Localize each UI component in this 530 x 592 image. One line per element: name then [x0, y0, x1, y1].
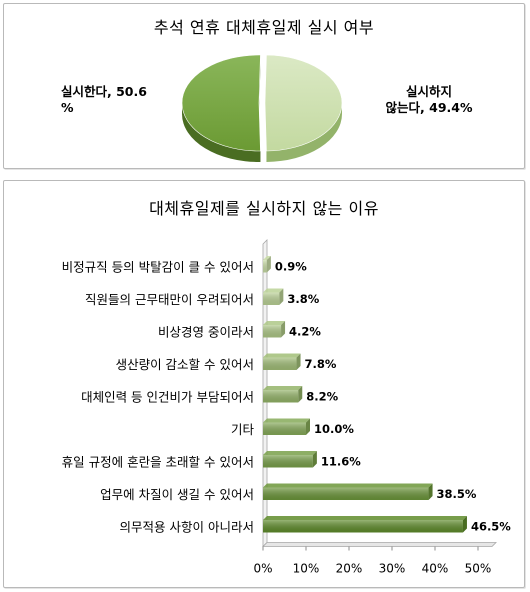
value-label-6: 11.6%	[321, 454, 361, 468]
bar-top-0	[263, 256, 271, 260]
category-label-7: 업무에 차질이 생길 수 있어서	[100, 487, 254, 502]
x-tick-label-2: 20%	[336, 562, 363, 576]
bar-shine-1	[263, 292, 280, 305]
category-label-5: 기타	[231, 422, 255, 437]
chart-floor	[262, 542, 497, 547]
bar-end-8	[462, 516, 467, 533]
pie-label-no-line2: 않는다, 49.4%	[385, 100, 473, 115]
x-tick-label-1: 10%	[293, 562, 320, 576]
bar-shine-5	[263, 422, 306, 435]
pie-label-yes-line1: 실시한다, 50.6	[61, 84, 147, 99]
x-tick-label-5: 50%	[465, 562, 492, 576]
bar-chart-panel: 대체휴일제를 실시하지 않는 이유 0% 10% 20% 30% 40% 50% 비정규직 …	[3, 180, 525, 588]
category-label-1: 직원들의 근무태만이 우려되어서	[85, 292, 254, 307]
pie-label-yes: 실시한다, 50.6 %	[61, 84, 166, 116]
pie-slice-side-1-0	[266, 103, 342, 162]
bar-top-6	[263, 451, 317, 455]
value-label-8: 46.5%	[471, 519, 511, 533]
bar-shine-3	[263, 357, 297, 370]
x-tick-label-4: 40%	[422, 562, 449, 576]
pie-slice-0	[181, 54, 261, 152]
bar-shine-2	[263, 325, 282, 338]
bar-shine-0	[263, 260, 267, 273]
category-label-3: 생산량이 감소할 수 있어서	[116, 357, 254, 372]
bar-top-7	[263, 483, 433, 488]
bar-end-1	[279, 288, 284, 305]
bar-top-2	[263, 321, 286, 325]
value-label-4: 8.2%	[306, 389, 338, 403]
pie-label-no: 실시하지 않는다, 49.4%	[374, 84, 484, 116]
bar-top-4	[263, 386, 303, 390]
value-label-7: 38.5%	[437, 487, 477, 501]
bar-chart-title: 대체휴일제를 실시하지 않는 이유	[149, 199, 379, 218]
bar-end-7	[428, 483, 433, 500]
bar-end-4	[298, 386, 303, 403]
pie-slice-1	[264, 54, 343, 152]
category-label-4: 대체인력 등 인건비가 부담되어서	[81, 389, 254, 404]
bar-end-6	[312, 451, 317, 468]
category-label-8: 의무적용 사항이 아니라서	[120, 519, 254, 534]
category-label-0: 비정규직 등의 박탈감이 클 수 있어서	[62, 259, 254, 274]
bar-end-0	[266, 256, 271, 273]
bar-shine-8	[263, 520, 463, 533]
category-label-6: 휴일 규정에 혼란을 초래할 수 있어서	[62, 454, 254, 469]
bar-top-3	[263, 353, 301, 358]
value-label-2: 4.2%	[289, 324, 321, 338]
x-tick-label-3: 30%	[379, 562, 406, 576]
value-label-5: 10.0%	[314, 422, 354, 436]
bar-end-5	[306, 418, 310, 435]
bar-chart-canvas: 0% 10% 20% 30% 40% 50% 비정규직 등의 박탈감이 클 수 있어서 0.9…	[62, 239, 511, 576]
pie-chart-panel: 추석 연휴 대체휴일제 실시 여부 실시한다, 50.6 % 실시하지 않는다,…	[3, 3, 525, 169]
bar-end-3	[296, 353, 301, 370]
value-label-0: 0.9%	[275, 259, 307, 273]
x-tick-label-0: 0%	[253, 562, 272, 576]
bar-shine-6	[263, 455, 313, 468]
bar-end-2	[281, 321, 286, 338]
pie-label-yes-line2: %	[61, 100, 74, 115]
bar-shine-7	[263, 487, 429, 500]
value-label-1: 3.8%	[287, 292, 319, 306]
bar-top-5	[263, 418, 310, 423]
bar-top-1	[263, 288, 284, 293]
pie-label-no-line1: 실시하지	[405, 84, 452, 99]
bar-shine-4	[263, 390, 299, 403]
bar-top-8	[263, 516, 467, 520]
pie-chart-title: 추석 연휴 대체휴일제 실시 여부	[153, 18, 375, 37]
value-label-3: 7.8%	[305, 357, 337, 371]
category-label-2: 비상경영 중이라서	[158, 324, 254, 339]
pie-chart-canvas	[181, 54, 343, 162]
